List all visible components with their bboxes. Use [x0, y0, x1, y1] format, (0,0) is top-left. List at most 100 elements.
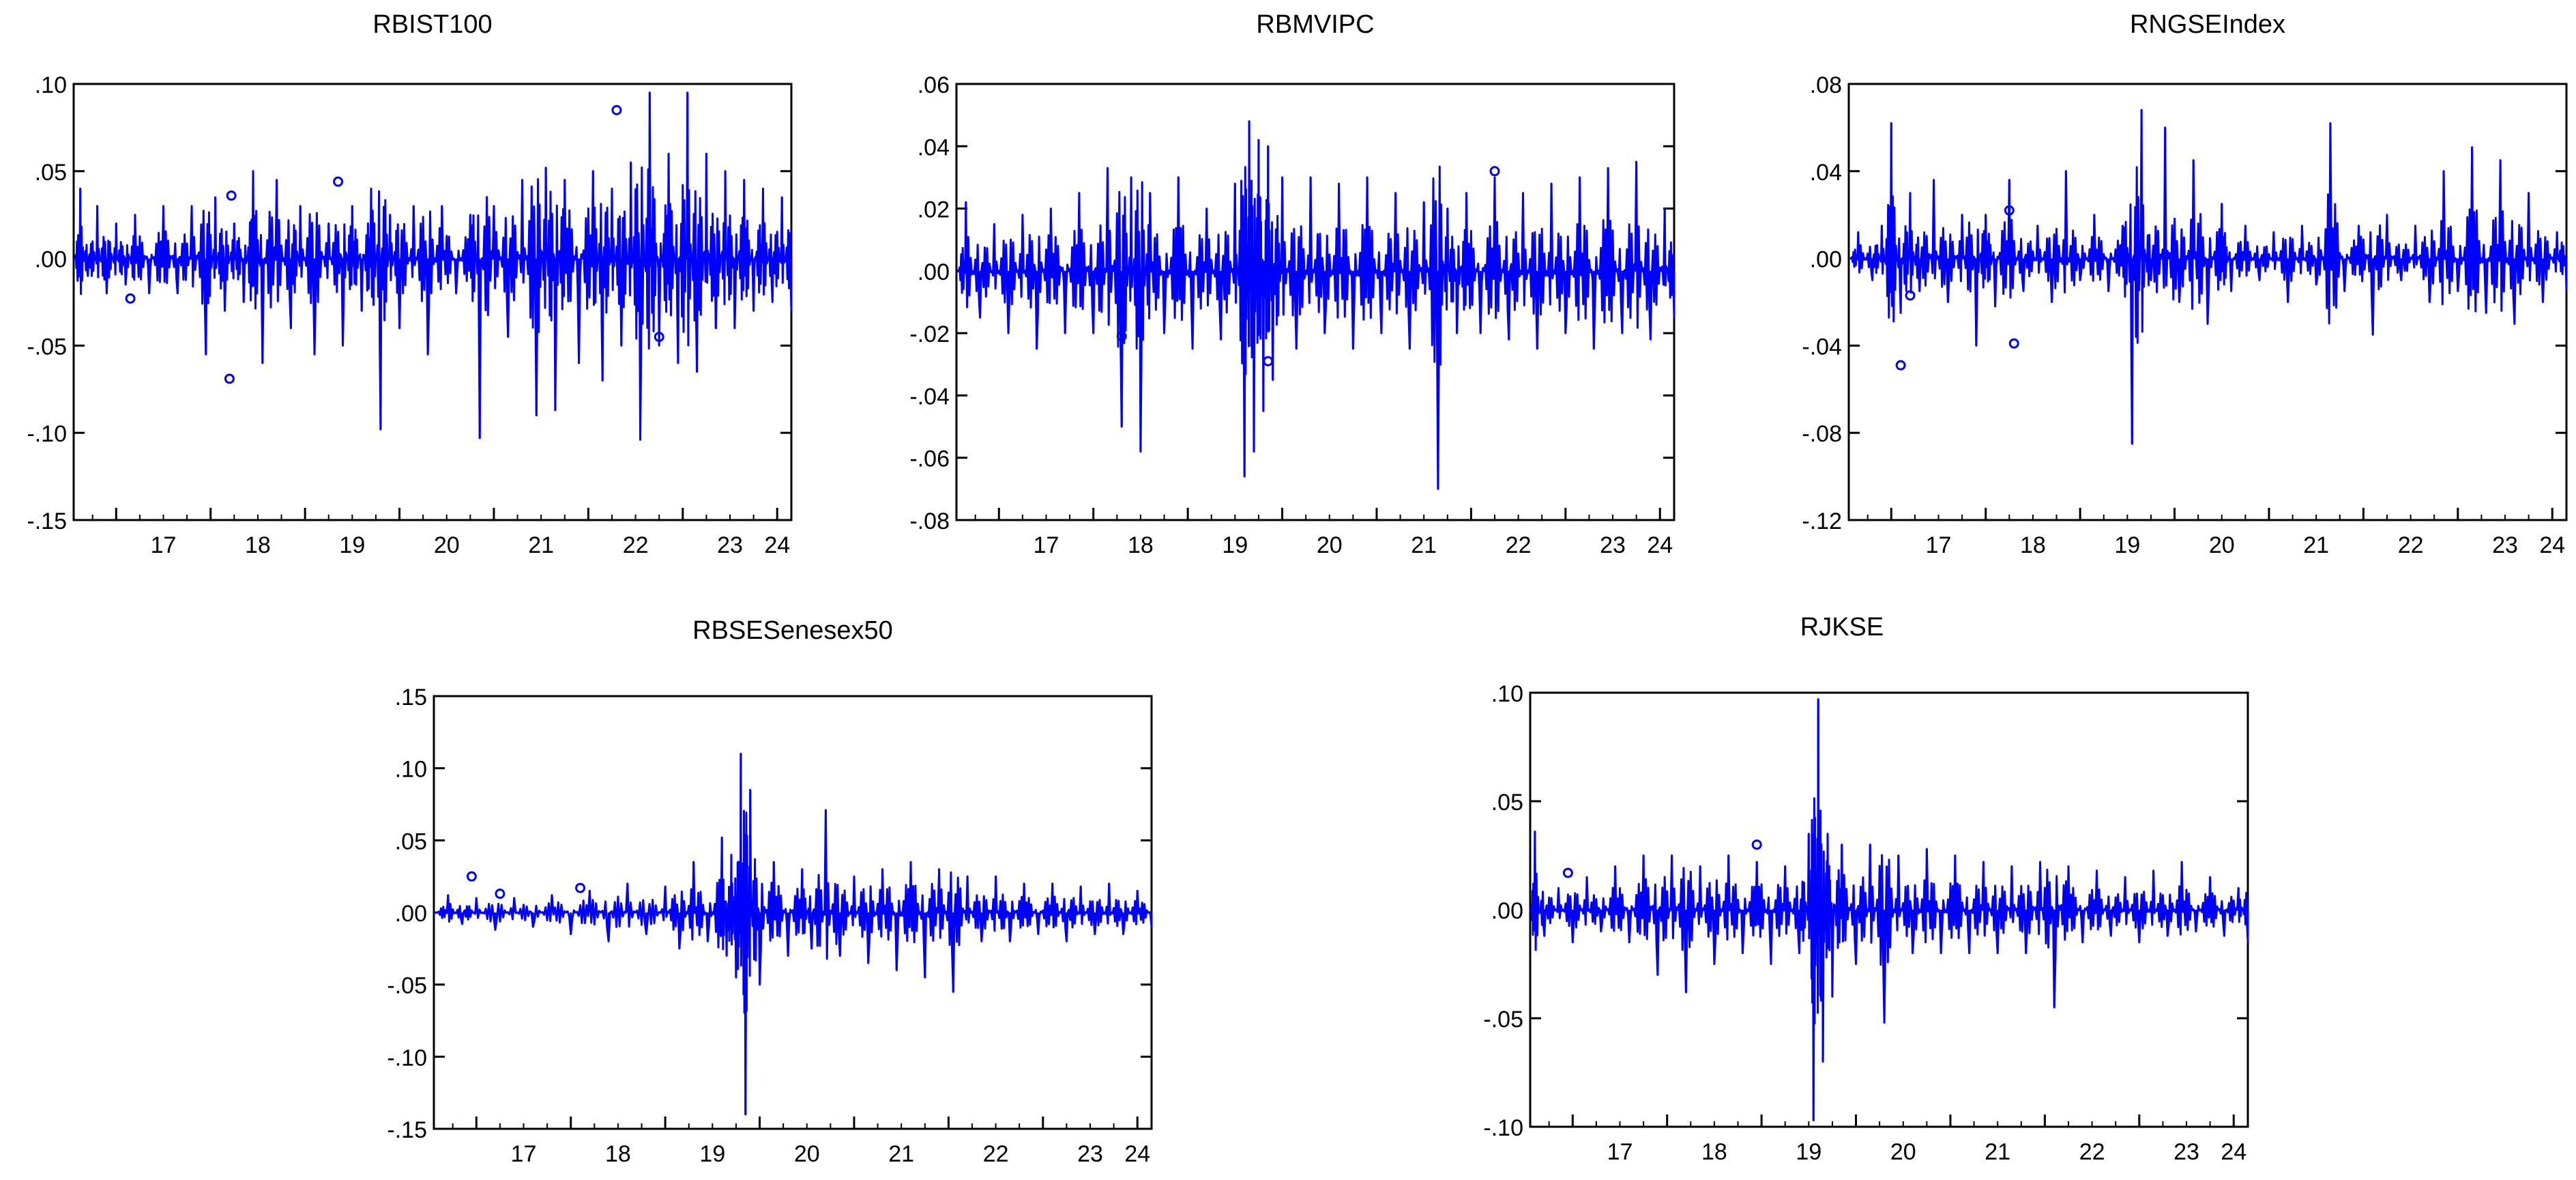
- outlier-point: [224, 373, 235, 384]
- x-tick-label: 17: [511, 1141, 537, 1167]
- y-tick-label: -.04: [1802, 334, 1842, 360]
- x-tick-label: 19: [2114, 532, 2140, 558]
- series-line: [956, 120, 1675, 490]
- y-tick-label: -.05: [1483, 1007, 1523, 1033]
- chart-title: RBIST100: [372, 10, 492, 39]
- y-tick-label: .04: [1810, 160, 1842, 186]
- outlier-point: [1895, 360, 1906, 371]
- chart-title: RBMVIPC: [1256, 10, 1374, 39]
- x-tick-label: 19: [1796, 1139, 1821, 1165]
- x-tick-label: 19: [699, 1141, 725, 1167]
- chart-title: RJKSE: [1800, 613, 1884, 642]
- x-tick-label: 20: [794, 1141, 820, 1167]
- y-tick-label: .06: [918, 72, 950, 98]
- panel-rbist100: RBIST100 .10 .05 .00 -.05 -.10 -.15 17 18 19 20 21…: [27, 10, 793, 558]
- y-tick-label: .00: [35, 247, 67, 273]
- y-tick-label: .15: [395, 685, 427, 710]
- y-tick-label: -.02: [909, 321, 950, 347]
- x-tick-label: 18: [605, 1141, 631, 1167]
- x-tick-label: 20: [434, 532, 460, 558]
- x-tick-label: 20: [2209, 532, 2235, 558]
- outlier-point: [1116, 331, 1127, 342]
- x-tick-label: 18: [1128, 532, 1154, 558]
- chart-title: RBSESenesex50: [692, 616, 893, 645]
- y-tick-label: .05: [395, 829, 427, 854]
- x-tick-label: 20: [1317, 532, 1343, 558]
- x-tick-label: 23: [1600, 532, 1626, 558]
- panel-rngseindex: RNGSEIndex .08 .04 .00 -.04 -.08 -.12 17 18 19 20…: [1802, 10, 2568, 558]
- panel-rjkse: RJKSE .10 .05 .00 -.05 -.10 17 18 19 20 21 22 23 24: [1483, 613, 2249, 1165]
- outlier-point: [226, 190, 237, 201]
- x-tick-label: 22: [623, 532, 649, 558]
- outlier-point: [654, 332, 664, 343]
- y-tick-label: .10: [35, 72, 67, 98]
- y-tick-label: -.08: [1802, 421, 1842, 447]
- y-tick-label: -.15: [387, 1117, 427, 1143]
- x-tick-label: 24: [1647, 532, 1673, 558]
- x-tick-label: 18: [2020, 532, 2046, 558]
- chart-title: RNGSEIndex: [2130, 10, 2285, 39]
- x-tick-label: 23: [2492, 532, 2518, 558]
- x-tick-label: 21: [1985, 1139, 2010, 1165]
- outlier-point: [495, 889, 506, 900]
- x-tick-label: 21: [2303, 532, 2329, 558]
- y-tick-label: -.10: [387, 1045, 427, 1071]
- x-tick-label: 18: [1701, 1139, 1727, 1165]
- y-tick-label: -.05: [387, 973, 427, 999]
- x-tick-label: 23: [2174, 1139, 2199, 1165]
- y-tick-label: .02: [918, 197, 950, 223]
- x-tick-label: 24: [764, 532, 790, 558]
- y-tick-label: .04: [918, 134, 950, 160]
- x-tick-label: 21: [528, 532, 554, 558]
- y-tick-label: -.08: [909, 508, 950, 534]
- y-tick-label: .00: [918, 259, 950, 285]
- x-tick-label: 17: [1034, 532, 1059, 558]
- outlier-point: [575, 882, 586, 893]
- outlier-point: [2008, 338, 2019, 349]
- x-tick-label: 22: [2079, 1139, 2105, 1165]
- y-tick-label: -.05: [27, 334, 67, 360]
- y-tick-label: .00: [1491, 898, 1523, 924]
- outlier-point: [1751, 839, 1762, 850]
- outlier-point: [1562, 867, 1573, 878]
- outlier-point: [125, 293, 136, 304]
- x-tick-label: 23: [1077, 1141, 1103, 1167]
- x-tick-label: 20: [1890, 1139, 1916, 1165]
- y-tick-label: .10: [395, 757, 427, 783]
- y-tick-label: -.04: [909, 384, 950, 409]
- panel-rbmvipc: RBMVIPC .06 .04 .02 .00 -.02 -.04 -.06 -.08 17 18…: [909, 10, 1675, 558]
- y-tick-label: -.15: [27, 508, 67, 534]
- x-tick-label: 17: [151, 532, 177, 558]
- outlier-point: [2004, 205, 2015, 216]
- y-tick-label: .00: [1810, 247, 1842, 273]
- outlier-point: [1905, 290, 1916, 301]
- y-tick-label: -.10: [1483, 1115, 1523, 1141]
- series-line: [1848, 109, 2568, 445]
- x-tick-label: 17: [1607, 1139, 1633, 1165]
- y-tick-label: .05: [1491, 790, 1523, 816]
- x-tick-label: 24: [1124, 1141, 1150, 1167]
- x-tick-label: 21: [888, 1141, 914, 1167]
- x-tick-label: 23: [717, 532, 743, 558]
- outlier-point: [1263, 356, 1274, 366]
- x-tick-label: 19: [1222, 532, 1248, 558]
- series-line: [433, 753, 1153, 1116]
- y-tick-label: -.10: [27, 421, 67, 447]
- plot-frame: [1847, 83, 2568, 521]
- x-tick-label: 24: [2221, 1139, 2246, 1165]
- outlier-point: [466, 871, 477, 882]
- x-tick-label: 24: [2539, 532, 2565, 558]
- outlier-point: [611, 104, 622, 115]
- x-tick-label: 22: [983, 1141, 1009, 1167]
- panel-rbsesenesex50: RBSESenesex50 .15 .10 .05 .00 -.05 -.10 -.15 17…: [387, 616, 1153, 1167]
- series-line: [72, 91, 793, 441]
- y-tick-label: .08: [1810, 72, 1842, 98]
- y-tick-label: .05: [35, 160, 67, 186]
- x-tick-label: 22: [1506, 532, 1532, 558]
- x-tick-label: 18: [245, 532, 271, 558]
- outlier-point: [333, 176, 344, 187]
- y-tick-label: .10: [1491, 681, 1523, 707]
- x-tick-label: 22: [2398, 532, 2424, 558]
- y-tick-label: -.12: [1802, 508, 1842, 534]
